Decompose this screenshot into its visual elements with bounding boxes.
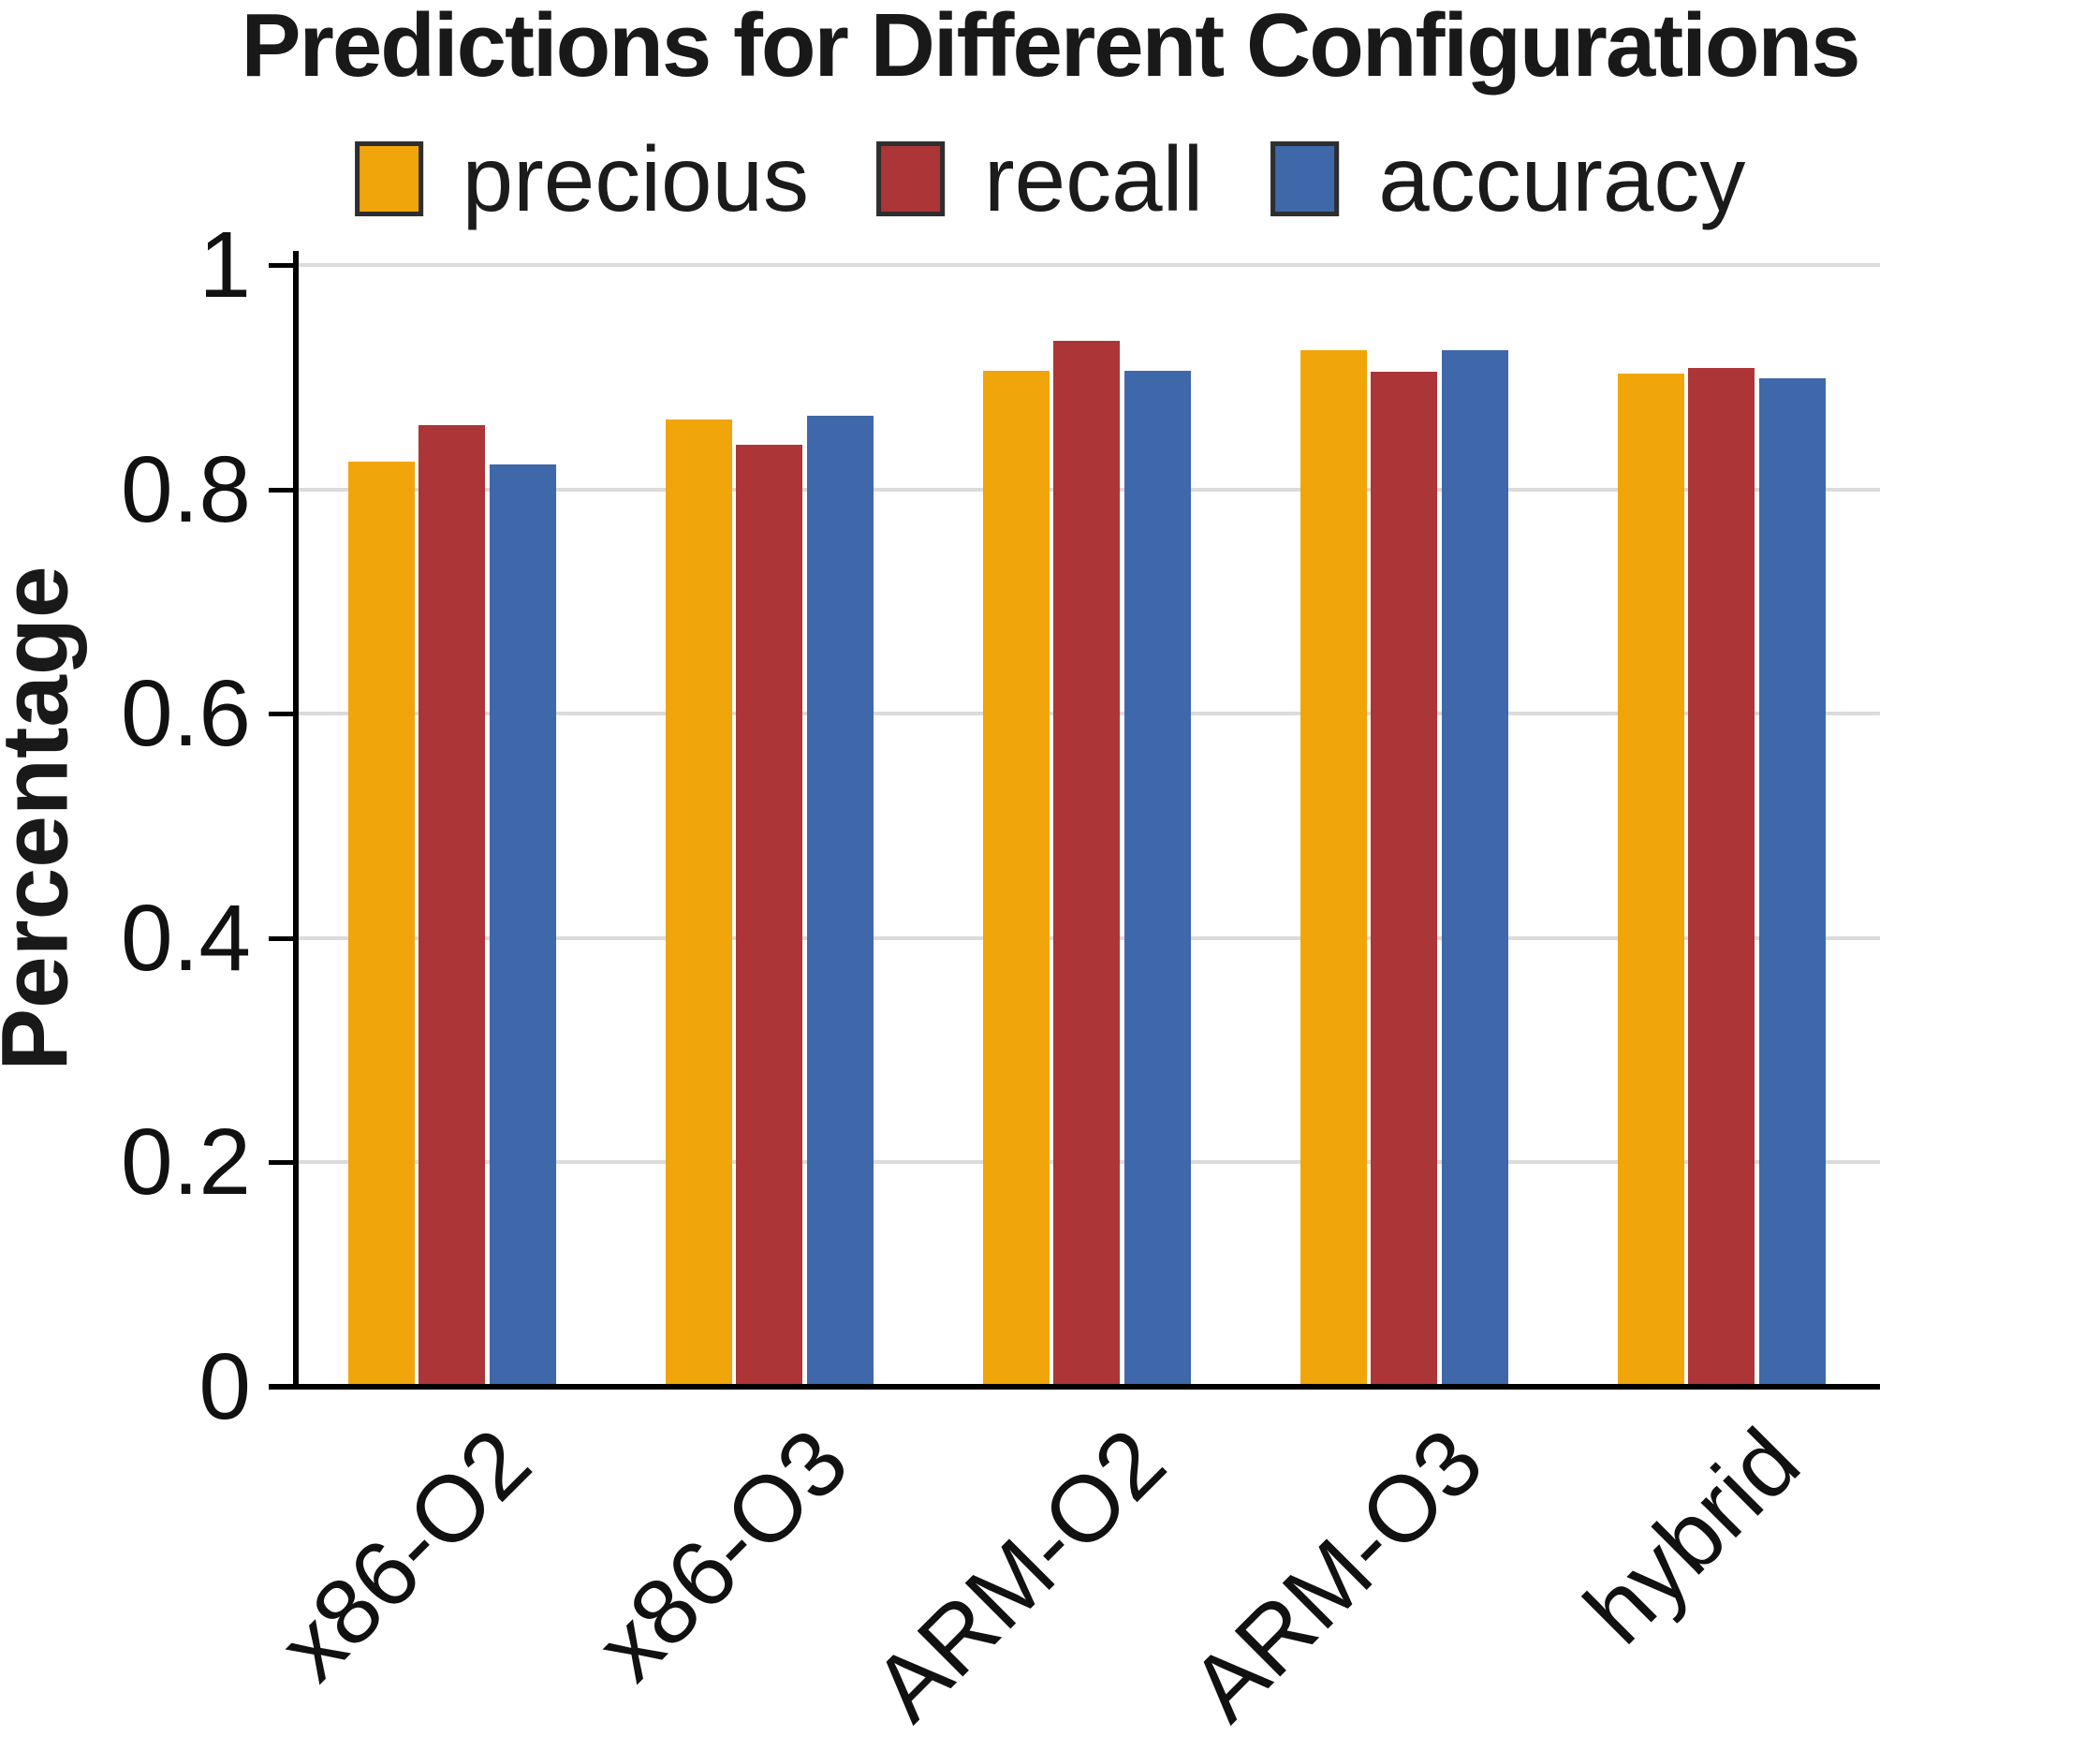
y-axis-line bbox=[293, 251, 299, 1390]
x-tick-label-hybrid: hybrid bbox=[1564, 1408, 1820, 1664]
y-tick-label: 0.8 bbox=[120, 436, 251, 542]
bar-accuracy-ARM-O2 bbox=[1123, 370, 1191, 1387]
legend-swatch-recall bbox=[876, 141, 946, 216]
y-tick bbox=[269, 935, 293, 941]
legend-item-recall: recall bbox=[876, 133, 1203, 225]
bar-precious-x86-O3 bbox=[665, 419, 732, 1387]
gridline bbox=[293, 263, 1880, 267]
y-tick-label: 0.6 bbox=[120, 661, 251, 767]
bar-precious-ARM-O3 bbox=[1300, 350, 1367, 1387]
legend-item-accuracy: accuracy bbox=[1270, 133, 1745, 225]
bar-precious-ARM-O2 bbox=[982, 370, 1050, 1387]
legend-label-precious: precious bbox=[462, 127, 810, 230]
y-tick-label: 0.2 bbox=[120, 1110, 251, 1215]
y-axis-label: Percentage bbox=[0, 566, 88, 1071]
chart-title: Predictions for Different Configurations bbox=[241, 0, 1860, 96]
legend-label-recall: recall bbox=[984, 127, 1204, 230]
legend-item-precious: precious bbox=[354, 127, 810, 230]
legend-swatch-accuracy bbox=[1270, 141, 1340, 216]
bar-precious-x86-O2 bbox=[347, 461, 415, 1387]
y-tick-label: 1 bbox=[198, 213, 251, 317]
y-tick bbox=[269, 263, 293, 268]
y-tick-label: 0 bbox=[198, 1334, 251, 1439]
y-tick bbox=[269, 487, 293, 493]
legend-swatch-precious bbox=[354, 141, 423, 216]
bar-recall-ARM-O3 bbox=[1371, 371, 1437, 1387]
legend-label-accuracy: accuracy bbox=[1378, 127, 1746, 230]
x-axis-line bbox=[269, 1384, 1880, 1390]
y-tick bbox=[269, 1385, 293, 1390]
bar-accuracy-hybrid bbox=[1758, 377, 1826, 1387]
y-tick bbox=[269, 1160, 293, 1166]
x-tick-label-x86-O2: x86-O2 bbox=[258, 1408, 551, 1700]
y-tick bbox=[269, 712, 293, 717]
bar-recall-hybrid bbox=[1688, 368, 1755, 1387]
legend: precious recall accuracy bbox=[354, 127, 1745, 230]
x-tick-label-x86-O3: x86-O3 bbox=[576, 1408, 868, 1700]
bar-recall-x86-O3 bbox=[736, 444, 802, 1387]
y-tick-label: 0.4 bbox=[120, 885, 251, 991]
x-tick-label-ARM-O2: ARM-O2 bbox=[853, 1408, 1185, 1741]
bar-accuracy-ARM-O3 bbox=[1441, 350, 1508, 1387]
bar-recall-x86-O2 bbox=[419, 425, 485, 1387]
x-tick-label-ARM-O3: ARM-O3 bbox=[1170, 1408, 1503, 1741]
bar-accuracy-x86-O3 bbox=[806, 415, 874, 1387]
bar-precious-hybrid bbox=[1617, 374, 1684, 1387]
bar-recall-ARM-O2 bbox=[1053, 341, 1120, 1387]
bar-accuracy-x86-O2 bbox=[489, 464, 556, 1387]
